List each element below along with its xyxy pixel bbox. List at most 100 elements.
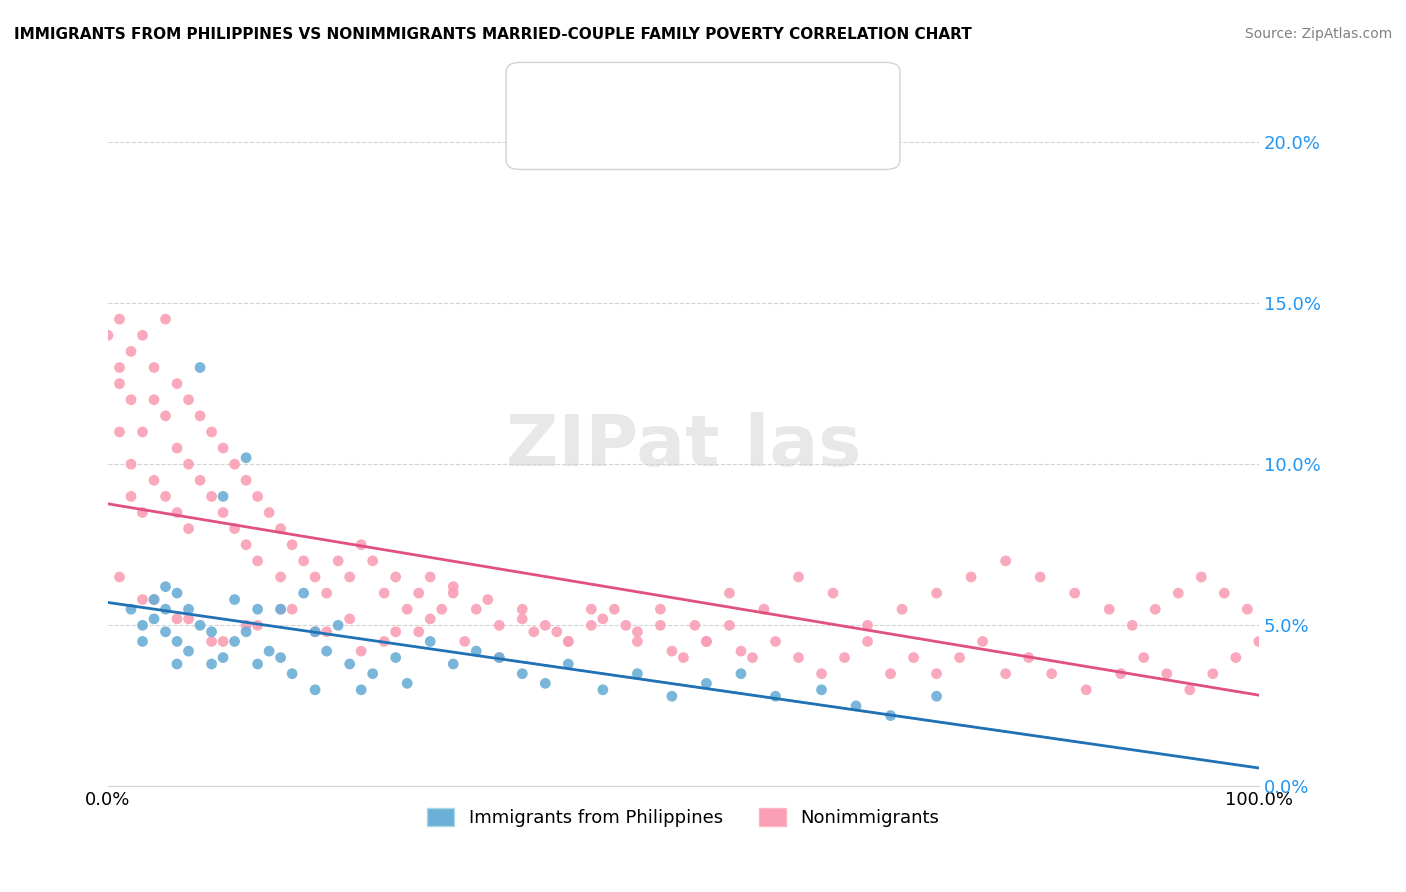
Point	[730, 666, 752, 681]
Point	[396, 676, 419, 690]
Point	[270, 522, 292, 536]
Point	[200, 425, 222, 439]
Point	[166, 506, 188, 520]
Point	[510, 612, 533, 626]
Point	[925, 690, 948, 704]
Point	[661, 690, 683, 704]
Point	[419, 634, 441, 648]
Point	[1236, 602, 1258, 616]
Point	[235, 538, 257, 552]
Point	[155, 602, 177, 616]
Point	[626, 666, 648, 681]
Point	[120, 602, 142, 616]
Point	[108, 376, 131, 391]
Point	[292, 586, 315, 600]
Point	[350, 538, 373, 552]
Point	[188, 409, 211, 423]
Point	[1202, 666, 1225, 681]
Point	[845, 698, 868, 713]
Point	[188, 473, 211, 487]
Point	[1029, 570, 1052, 584]
Point	[292, 554, 315, 568]
Point	[131, 425, 153, 439]
Point	[765, 634, 787, 648]
Point	[143, 592, 166, 607]
Point	[304, 624, 326, 639]
Point	[879, 666, 901, 681]
Point	[510, 666, 533, 681]
Point	[281, 666, 304, 681]
Point	[281, 538, 304, 552]
Point	[143, 612, 166, 626]
Point	[108, 360, 131, 375]
Point	[188, 618, 211, 632]
Text: 56: 56	[710, 89, 731, 103]
Point	[108, 312, 131, 326]
Point	[328, 554, 350, 568]
Legend: Immigrants from Philippines, Nonimmigrants: Immigrants from Philippines, Nonimmigran…	[420, 800, 946, 834]
Point	[1132, 650, 1154, 665]
Point	[534, 676, 557, 690]
Point	[396, 602, 419, 616]
Point	[1213, 586, 1236, 600]
Point	[488, 650, 510, 665]
Point	[384, 650, 406, 665]
Text: ■: ■	[537, 124, 555, 144]
Point	[339, 657, 361, 671]
Point	[1156, 666, 1178, 681]
Point	[224, 592, 246, 607]
Point	[131, 506, 153, 520]
Point	[108, 570, 131, 584]
Point	[246, 554, 269, 568]
Text: Source: ZipAtlas.com: Source: ZipAtlas.com	[1244, 27, 1392, 41]
Point	[281, 602, 304, 616]
Point	[270, 650, 292, 665]
Point	[350, 644, 373, 658]
Point	[454, 634, 477, 648]
Point	[534, 618, 557, 632]
Point	[1167, 586, 1189, 600]
Point	[373, 634, 395, 648]
Point	[994, 666, 1017, 681]
Point	[1018, 650, 1040, 665]
Point	[166, 586, 188, 600]
Point	[235, 618, 257, 632]
Point	[419, 570, 441, 584]
Point	[235, 450, 257, 465]
Point	[166, 441, 188, 455]
Point	[200, 634, 222, 648]
Point	[626, 624, 648, 639]
Point	[166, 376, 188, 391]
Point	[155, 409, 177, 423]
Point	[270, 570, 292, 584]
Point	[246, 657, 269, 671]
Point	[546, 624, 568, 639]
Text: N =: N =	[668, 127, 702, 141]
Point	[120, 490, 142, 504]
Point	[441, 657, 464, 671]
Point	[235, 624, 257, 639]
Text: ZIPat las: ZIPat las	[506, 411, 860, 481]
Point	[131, 618, 153, 632]
Point	[718, 586, 741, 600]
Point	[488, 618, 510, 632]
Point	[177, 602, 200, 616]
Point	[1121, 618, 1143, 632]
Point	[1225, 650, 1247, 665]
Point	[339, 570, 361, 584]
Text: -0.027: -0.027	[602, 89, 657, 103]
Point	[131, 328, 153, 343]
Point	[523, 624, 546, 639]
Point	[200, 657, 222, 671]
Text: 146: 146	[710, 127, 742, 141]
Point	[408, 624, 430, 639]
Point	[1098, 602, 1121, 616]
Point	[1189, 570, 1212, 584]
Point	[557, 634, 579, 648]
Point	[339, 612, 361, 626]
Point	[131, 592, 153, 607]
Point	[328, 618, 350, 632]
Point	[1178, 682, 1201, 697]
Text: -0.665: -0.665	[602, 127, 657, 141]
Point	[361, 666, 384, 681]
